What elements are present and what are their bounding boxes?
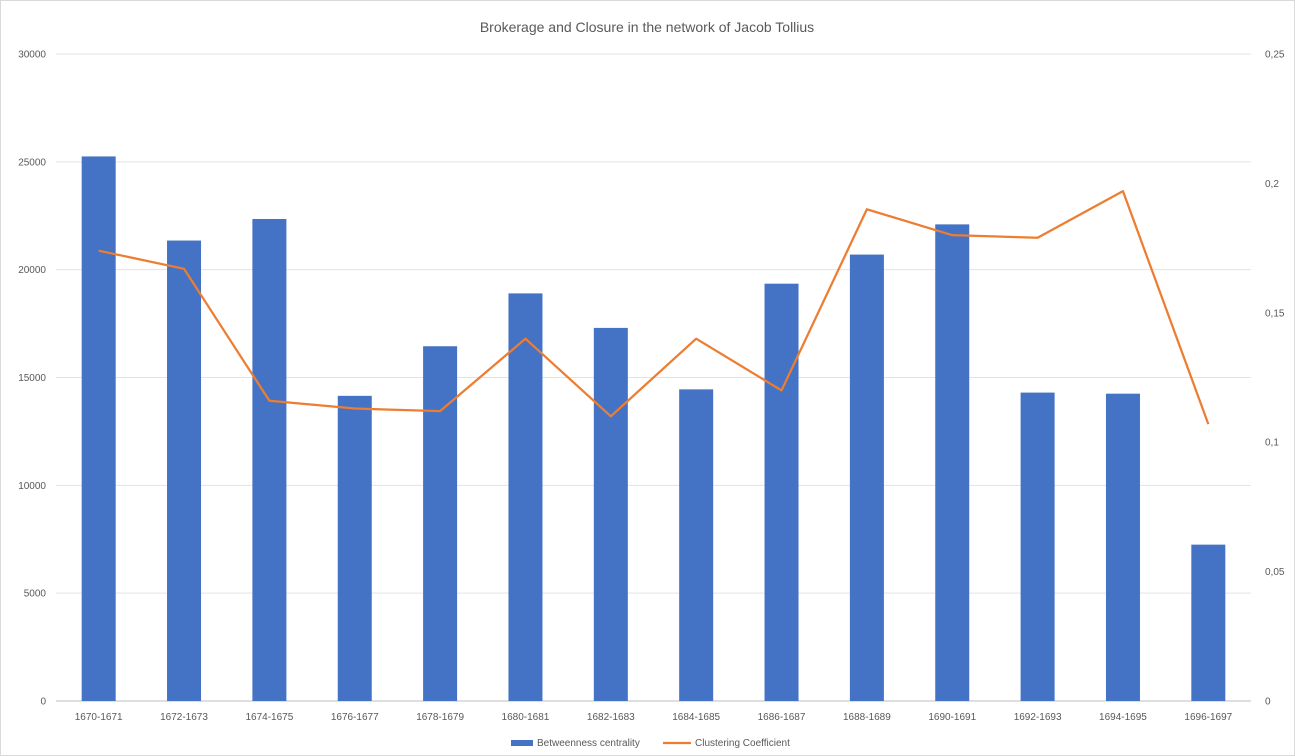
- legend: Betweenness centrality Clustering Coeffi…: [511, 738, 790, 749]
- x-tick-label: 1672-1673: [160, 712, 208, 723]
- bar: [764, 283, 799, 701]
- x-tick-label: 1686-1687: [758, 712, 806, 723]
- x-tick-label: 1694-1695: [1099, 712, 1147, 723]
- left-tick-label: 25000: [18, 157, 46, 168]
- right-tick-label: 0,15: [1265, 308, 1285, 319]
- left-tick-label: 0: [40, 697, 46, 708]
- legend-bar-label: Betweenness centrality: [537, 738, 640, 749]
- bar: [1020, 392, 1055, 701]
- x-axis-ticks: 1670-1671 1672-1673 1674-1675 1676-1677 1678…: [75, 712, 1233, 723]
- bar: [1105, 393, 1140, 701]
- bar: [849, 254, 884, 701]
- bar: [337, 395, 372, 701]
- bar: [593, 327, 628, 701]
- x-tick-label: 1682-1683: [587, 712, 635, 723]
- x-tick-label: 1684-1685: [672, 712, 720, 723]
- left-tick-label: 15000: [18, 373, 46, 384]
- x-tick-label: 1696-1697: [1184, 712, 1232, 723]
- x-tick-label: 1676-1677: [331, 712, 379, 723]
- left-axis-ticks: 0 5000 10000 15000 20000 25000 30000: [18, 50, 46, 708]
- bar: [252, 218, 287, 702]
- right-tick-label: 0,1: [1265, 438, 1279, 449]
- bar: [679, 389, 714, 701]
- right-axis-ticks: 0 0,05 0,1 0,15 0,2 0,25: [1265, 50, 1285, 708]
- right-tick-label: 0,2: [1265, 179, 1279, 190]
- right-tick-label: 0,25: [1265, 50, 1285, 61]
- legend-line-label: Clustering Coefficient: [695, 738, 790, 749]
- x-tick-label: 1680-1681: [502, 712, 550, 723]
- right-tick-label: 0,05: [1265, 567, 1285, 578]
- bar: [935, 224, 970, 702]
- x-tick-label: 1690-1691: [928, 712, 976, 723]
- series-line: [98, 190, 1210, 425]
- bar: [1191, 544, 1226, 701]
- chart-title: Brokerage and Closure in the network of …: [480, 19, 814, 35]
- bar: [81, 156, 116, 702]
- left-tick-label: 30000: [18, 50, 46, 61]
- bar-series: [81, 156, 1226, 702]
- bar: [423, 346, 458, 701]
- right-tick-label: 0: [1265, 697, 1271, 708]
- x-tick-label: 1670-1671: [75, 712, 123, 723]
- bar: [167, 240, 202, 701]
- bar: [508, 293, 543, 701]
- left-tick-label: 10000: [18, 481, 46, 492]
- x-tick-label: 1674-1675: [245, 712, 293, 723]
- x-tick-label: 1678-1679: [416, 712, 464, 723]
- legend-bar-swatch: [511, 740, 533, 746]
- left-tick-label: 20000: [18, 265, 46, 276]
- left-tick-label: 5000: [24, 589, 47, 600]
- line-series: [98, 190, 1210, 425]
- x-tick-label: 1688-1689: [843, 712, 891, 723]
- x-tick-label: 1692-1693: [1014, 712, 1062, 723]
